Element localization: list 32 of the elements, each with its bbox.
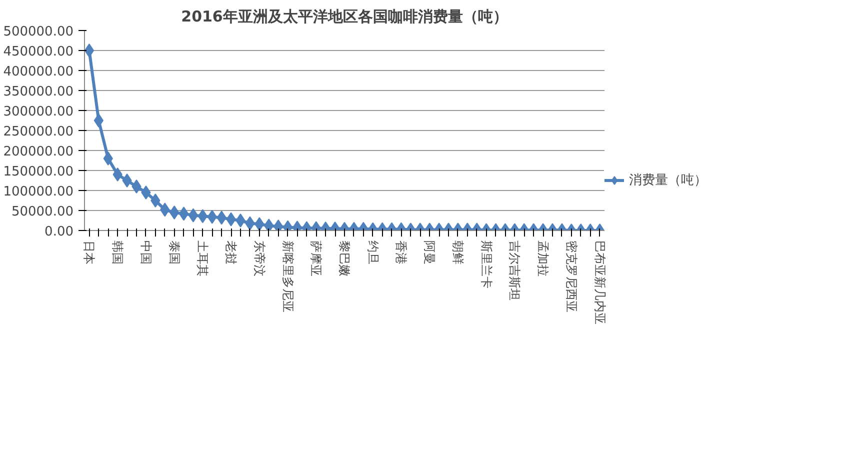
- x-tick-label: 朝鲜: [450, 240, 465, 264]
- x-tick-label: 东帝汶: [252, 240, 266, 276]
- x-tick-label: 斯里兰卡: [479, 240, 494, 288]
- y-tick-label: 0.00: [44, 224, 74, 240]
- legend-label: 消费量（吨）: [629, 172, 707, 189]
- y-tick-label: 100000.00: [3, 184, 74, 200]
- y-tick-label: 300000.00: [3, 104, 74, 120]
- y-tick-label: 450000.00: [3, 44, 74, 60]
- x-tick-label: 老挝: [224, 240, 238, 264]
- x-tick-label: 黎巴嫩: [338, 240, 352, 276]
- x-tick-label: 巴布亚新几内亚: [592, 240, 607, 324]
- y-tick-label: 50000.00: [11, 204, 74, 220]
- x-tick-label: 孟加拉: [536, 240, 550, 276]
- x-tick-label: 泰国: [167, 240, 182, 264]
- y-tick-label: 150000.00: [3, 164, 74, 180]
- x-tick-label: 土耳其: [196, 240, 210, 276]
- x-tick-label: 日本: [82, 240, 96, 264]
- x-tick-label: 吉尔吉斯坦: [508, 240, 522, 300]
- x-tick-label: 约旦: [366, 240, 380, 264]
- x-tick-label: 香港: [394, 240, 408, 264]
- x-tick-label: 阿曼: [422, 240, 437, 264]
- y-tick-label: 200000.00: [3, 144, 74, 160]
- x-tick-label: 韩国: [110, 240, 125, 264]
- x-tick-label: 萨摩亚: [309, 240, 324, 276]
- chart-title: 2016年亚洲及太平洋地区各国咖啡消费量（吨）: [181, 8, 508, 26]
- y-tick-label: 500000.00: [3, 24, 74, 40]
- y-tick-label: 400000.00: [3, 64, 74, 80]
- y-tick-label: 250000.00: [3, 124, 74, 140]
- x-tick-label: 密克罗尼西亚: [564, 240, 578, 312]
- y-tick-label: 350000.00: [3, 84, 74, 100]
- x-tick-label: 中国: [138, 240, 153, 264]
- x-tick-label: 新喀里多尼亚: [280, 240, 295, 312]
